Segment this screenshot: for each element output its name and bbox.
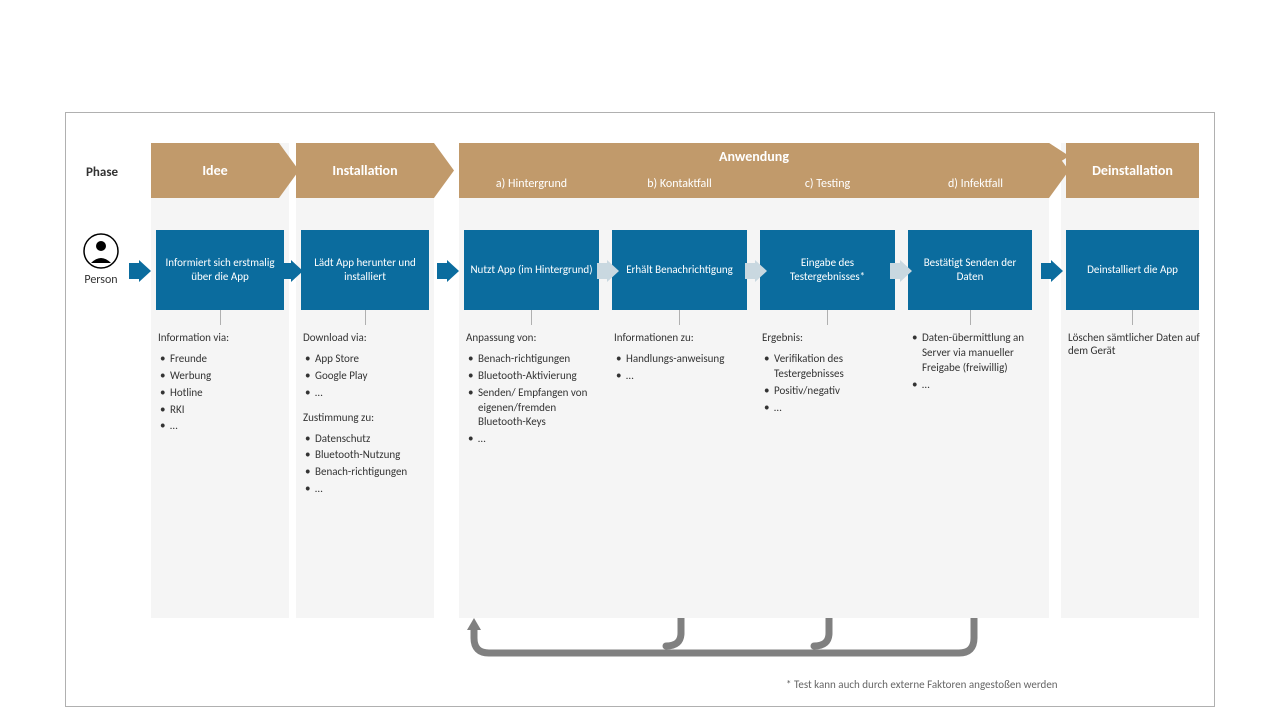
action-5: Bestätigt Senden der Daten — [908, 230, 1032, 310]
detail-5-list: Daten-übermittlung an Server via manuell… — [910, 331, 1034, 392]
detail-0-heading: Information via: — [158, 331, 293, 344]
detail-2-heading: Anpassung von: — [466, 331, 601, 344]
arrow-2 — [437, 260, 459, 282]
action-4: Eingabe des Testergebnisses* — [760, 230, 895, 310]
detail-0-list: FreundeWerbungHotlineRKI… — [158, 352, 293, 434]
connector-6 — [1132, 310, 1133, 325]
connector-3 — [679, 310, 680, 325]
detail-3-list: Handlungs-anweisung… — [614, 352, 749, 384]
detail-6: Löschen sämtlicher Daten auf dem Gerät — [1068, 331, 1203, 357]
subtab-2: c) Testing — [760, 173, 895, 195]
detail-1-heading2: Zustimmung zu: — [303, 411, 438, 424]
detail-0: Information via: FreundeWerbungHotlineRK… — [158, 331, 293, 444]
person-icon — [83, 233, 119, 269]
connector-5 — [970, 310, 971, 325]
subtab-1: b) Kontaktfall — [612, 173, 747, 195]
arrow-6 — [1041, 260, 1063, 282]
connector-4 — [827, 310, 828, 325]
detail-4-list: Verifikation des TestergebnissesPositiv/… — [762, 352, 897, 415]
action-1: Lädt App herunter und installiert — [301, 230, 429, 310]
arrow-3 — [597, 260, 619, 282]
footnote: * Test kann auch durch externe Faktoren … — [786, 678, 1058, 691]
detail-5: Daten-übermittlung an Server via manuell… — [910, 331, 1034, 402]
phase-label-2: Anwendung — [459, 143, 1049, 169]
detail-3: Informationen zu: Handlungs-anweisung… — [614, 331, 749, 394]
phase-label-0: Idee — [151, 143, 279, 198]
arrow-4 — [745, 260, 767, 282]
detail-1: Download via: App StoreGoogle Play… Zust… — [303, 331, 438, 507]
connector-2 — [531, 310, 532, 325]
subtab-3: d) Infektfall — [908, 173, 1043, 195]
detail-2-list: Benach-richtigungenBluetooth-Aktivierung… — [466, 352, 601, 447]
action-3: Erhält Benachrichtigung — [612, 230, 747, 310]
detail-6-text: Löschen sämtlicher Daten auf dem Gerät — [1068, 331, 1203, 357]
action-2: Nutzt App (im Hintergrund) — [464, 230, 599, 310]
person-row-label: Person — [82, 273, 120, 287]
phase-label-1: Installation — [296, 143, 434, 198]
connector-0 — [220, 310, 221, 325]
detail-4-heading: Ergebnis: — [762, 331, 897, 344]
subtab-0: a) Hintergrund — [464, 173, 599, 195]
grey-bg-3 — [1061, 143, 1199, 618]
action-6: Deinstalliert die App — [1066, 230, 1199, 310]
detail-1-list2: DatenschutzBluetooth-NutzungBenach-richt… — [303, 432, 438, 497]
detail-1-heading: Download via: — [303, 331, 438, 344]
phase-row-label: Phase — [86, 165, 118, 180]
detail-4: Ergebnis: Verifikation des Testergebniss… — [762, 331, 897, 425]
arrow-0 — [129, 260, 151, 282]
loop-arrows — [459, 618, 989, 668]
action-0: Informiert sich erstmalig über die App — [156, 230, 284, 310]
diagram-canvas: Phase Idee Installation Anwendung a) Hin… — [65, 112, 1215, 707]
arrow-1 — [281, 260, 303, 282]
detail-3-heading: Informationen zu: — [614, 331, 749, 344]
arrow-5 — [890, 260, 912, 282]
detail-1-list: App StoreGoogle Play… — [303, 352, 438, 401]
detail-2: Anpassung von: Benach-richtigungenBlueto… — [466, 331, 601, 457]
phase-label-3: Deinstallation — [1066, 143, 1199, 198]
connector-1 — [365, 310, 366, 325]
